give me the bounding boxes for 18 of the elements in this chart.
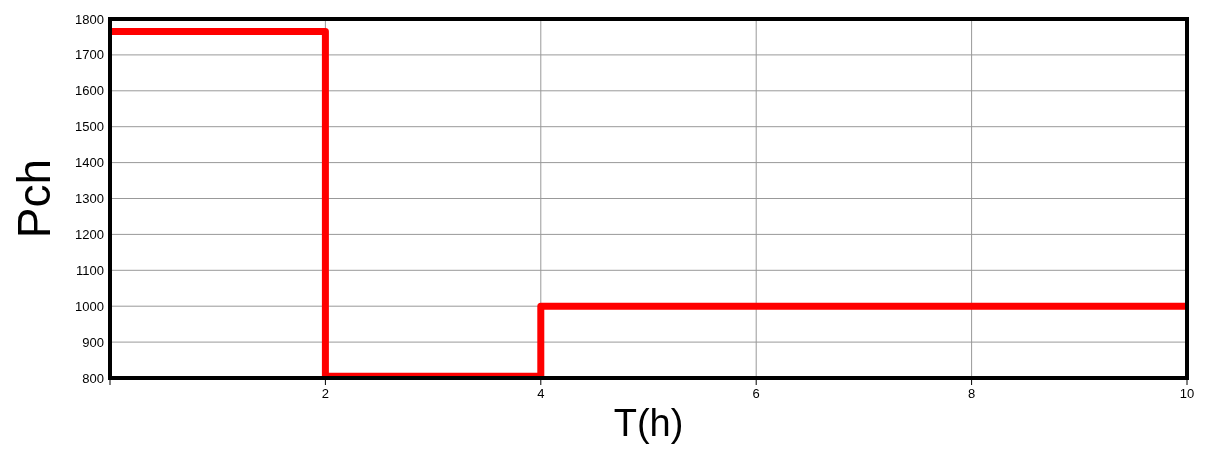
y-tick-label: 1400 <box>75 155 104 171</box>
y-tick-label: 1300 <box>75 191 104 207</box>
y-tick-label: 1200 <box>75 226 104 242</box>
x-tick-label: 10 <box>1179 386 1195 401</box>
y-tick-label: 900 <box>82 334 104 350</box>
y-tick-label: 1000 <box>75 298 104 314</box>
y-tick-label: 1700 <box>75 47 104 63</box>
x-tick-label: 6 <box>752 386 760 401</box>
y-tick-label: 1500 <box>75 119 104 135</box>
y-tick-label: 800 <box>82 370 104 386</box>
x-tick-label: 4 <box>537 386 545 401</box>
y-tick-label: 1100 <box>76 262 104 278</box>
x-axis-title: T(h) <box>613 402 684 444</box>
x-tick-label: 8 <box>967 386 976 401</box>
x-tick-label: 2 <box>321 386 330 401</box>
y-tick-label: 1600 <box>75 83 104 99</box>
y-axis-title: Pch <box>8 158 60 239</box>
y-tick-label: 1800 <box>75 11 104 27</box>
